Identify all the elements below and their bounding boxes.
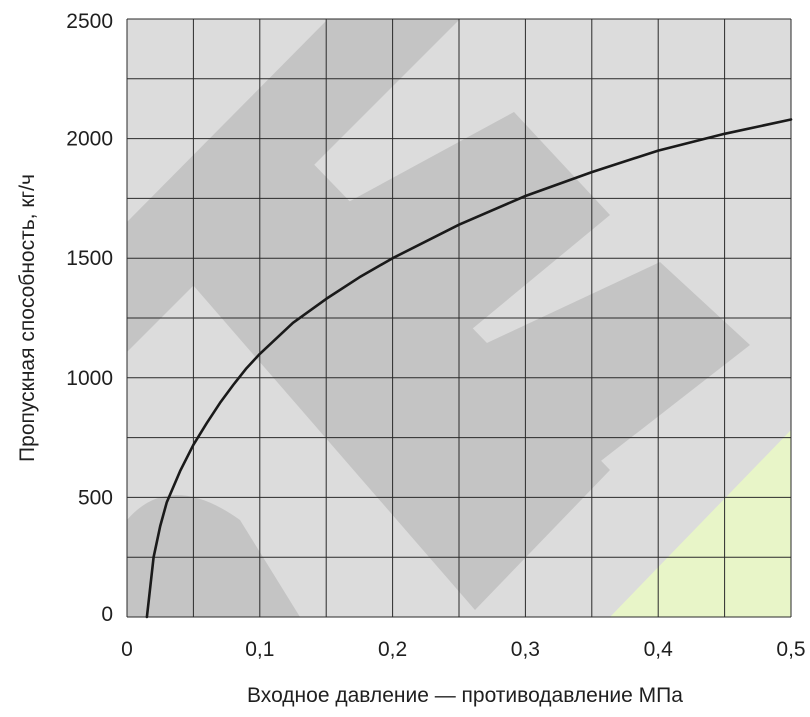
x-tick-label: 0,5 [776, 638, 805, 661]
x-tick-label: 0,2 [378, 638, 407, 661]
watermark-logo [127, 19, 791, 617]
series-layer [145, 118, 793, 619]
x-tick-label: 0,1 [245, 638, 274, 661]
grid [126, 18, 792, 618]
y-tick-label: 1000 [66, 367, 113, 390]
y-tick-label: 2000 [66, 128, 113, 151]
y-axis-ticks: 0 500 1000 1500 2000 2500 [66, 10, 113, 626]
series-line-0 [145, 118, 793, 619]
watermark-band-diagonal [160, 150, 610, 610]
y-tick-label: 2500 [66, 10, 113, 33]
watermark-band-right [425, 262, 750, 520]
y-tick-label: 1500 [66, 247, 113, 270]
y-tick-label: 0 [101, 603, 113, 626]
x-axis-ticks: 0 0,1 0,2 0,3 0,4 0,5 [121, 638, 805, 661]
x-tick-label: 0 [121, 638, 133, 661]
x-tick-label: 0,3 [511, 638, 540, 661]
watermark-green [610, 430, 791, 617]
watermark-arc [127, 495, 300, 617]
y-axis-title: Пропускная способность, кг/ч [16, 174, 39, 462]
y-tick-label: 500 [78, 486, 113, 509]
x-tick-label: 0,4 [644, 638, 674, 661]
x-axis-title: Входное давление — противодавление МПа [247, 684, 683, 707]
